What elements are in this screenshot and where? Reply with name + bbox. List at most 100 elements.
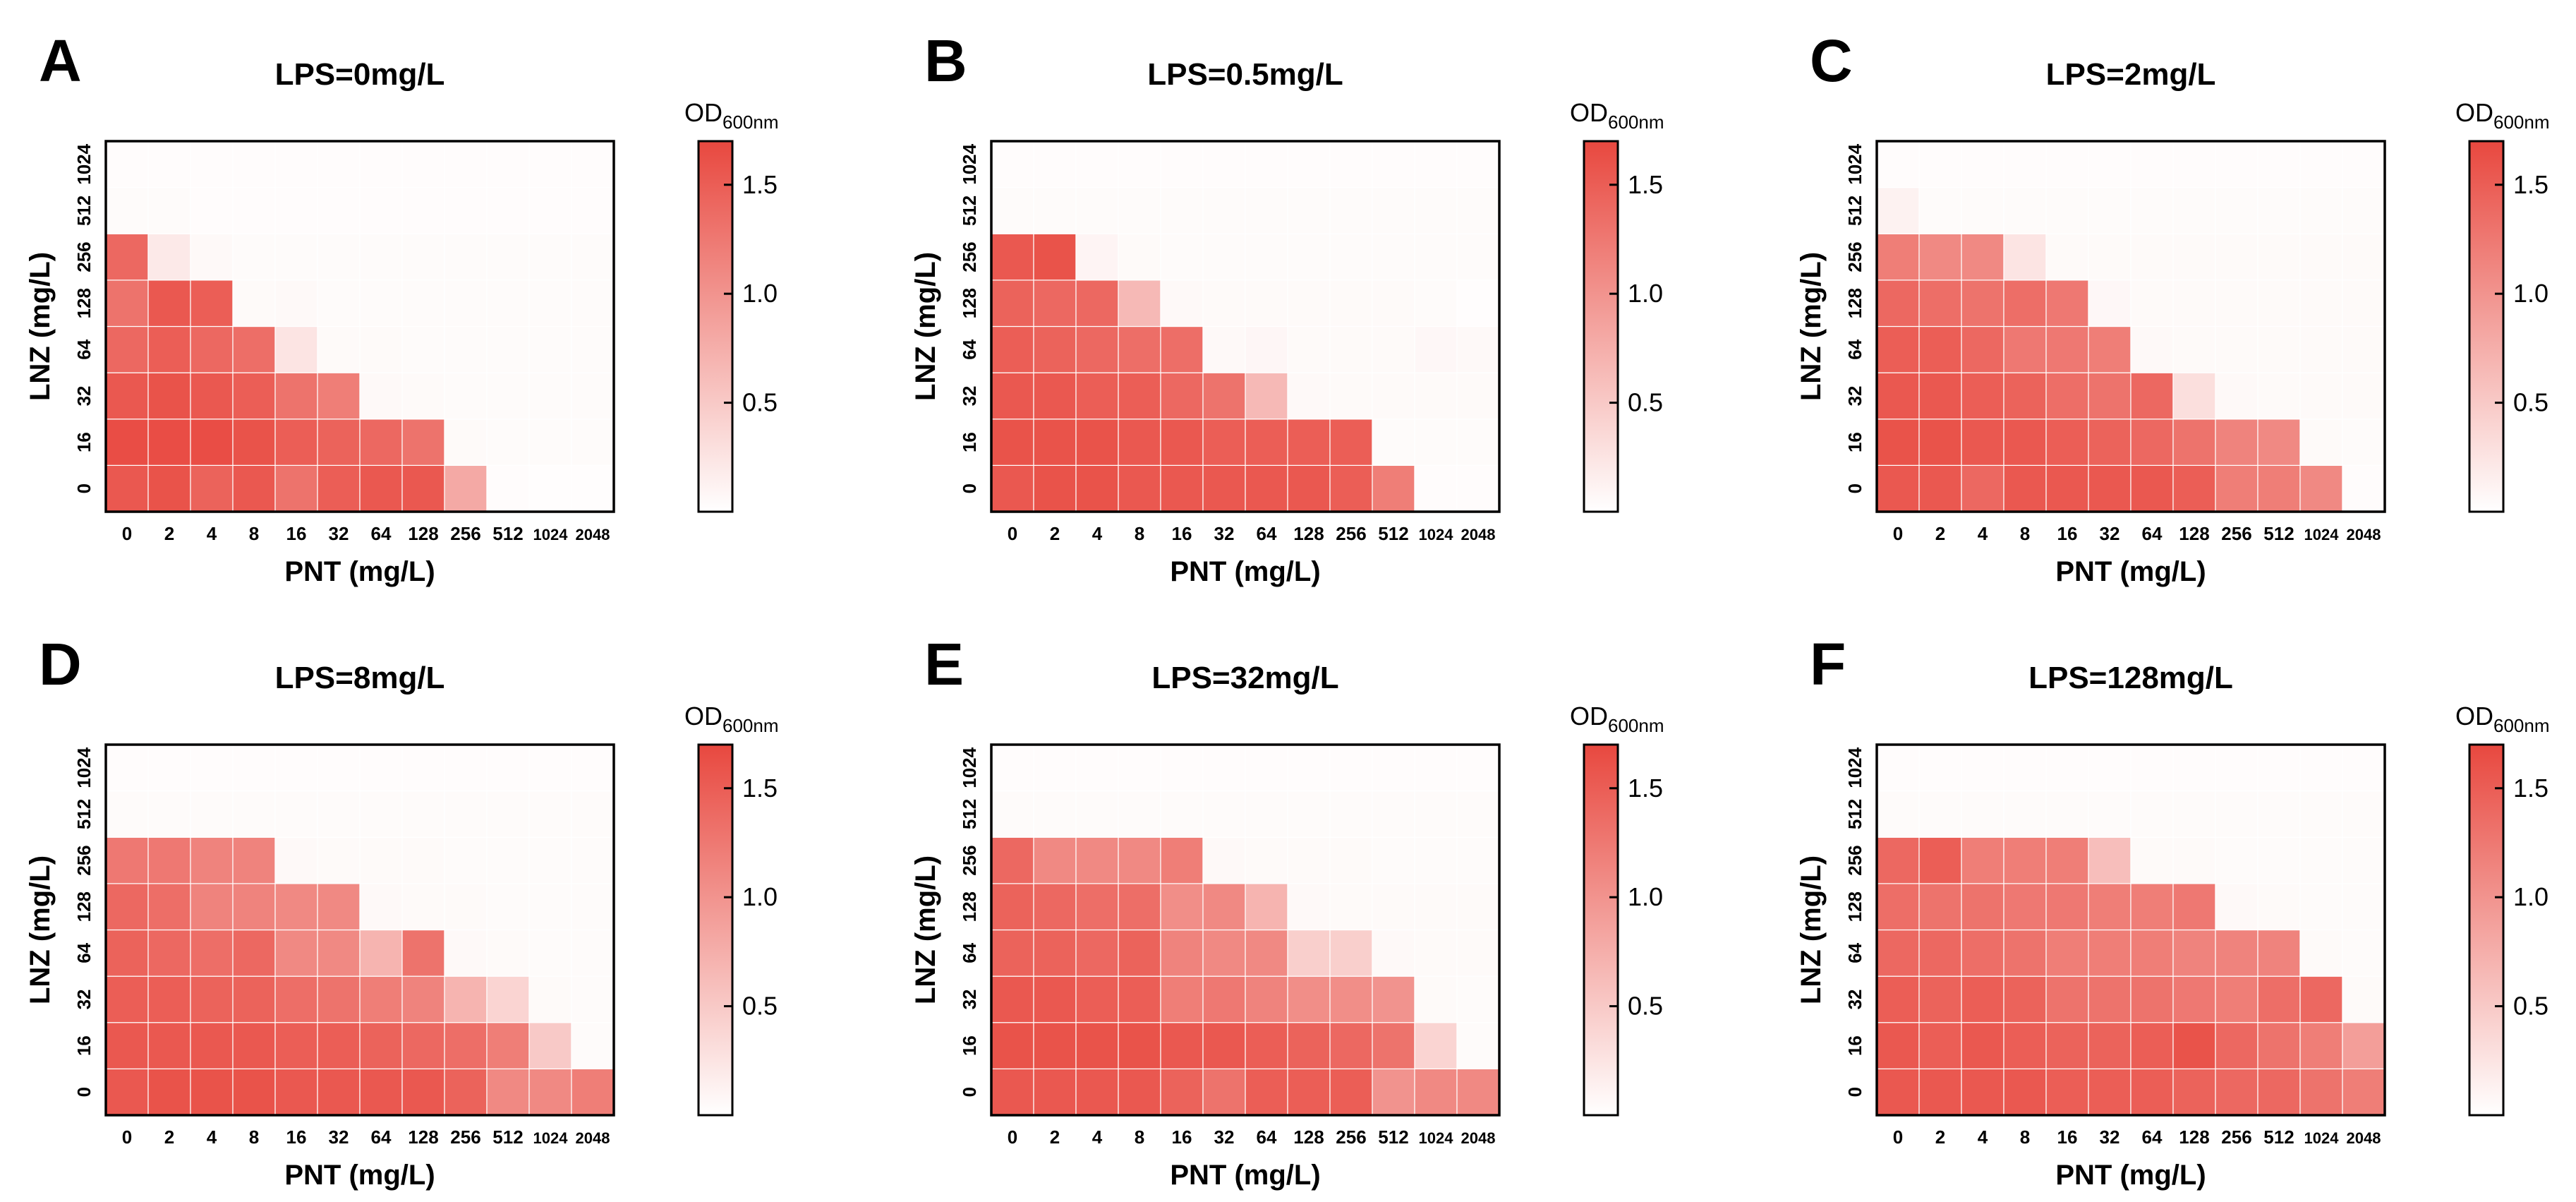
heatmap-cell (2045, 1068, 2089, 1116)
heatmap-cell (1329, 975, 1373, 1023)
heatmap-cell (1414, 419, 1458, 466)
heatmap-cell (2045, 233, 2089, 281)
heatmap-cell (1876, 791, 1920, 838)
heatmap-cell (1075, 929, 1119, 977)
y-tick-label: 0 (1844, 483, 1866, 493)
heatmap-cell (571, 883, 615, 931)
colorbar-tick-label: 0.5 (2513, 388, 2548, 417)
heatmap-cell (1075, 187, 1119, 234)
heatmap-cell (1918, 325, 1962, 373)
x-tick-label: 128 (1293, 523, 1324, 544)
heatmap-cell (1961, 419, 2004, 466)
heatmap-cell (1075, 325, 1119, 373)
heatmap-cell (1033, 1068, 1077, 1116)
heatmap-cell (1245, 280, 1288, 327)
heatmap-cell (1287, 372, 1331, 420)
heatmap-cell (2088, 464, 2131, 512)
heatmap-cell (1372, 140, 1415, 188)
heatmap-cell (1876, 372, 1920, 420)
heatmap-cell (2088, 372, 2131, 420)
heatmap-cell (105, 325, 149, 373)
heatmap-cell (1918, 464, 1962, 512)
heatmap-cell (528, 1068, 572, 1116)
x-tick-label: 4 (207, 523, 217, 544)
y-tick-label: 16 (73, 432, 95, 452)
heatmap-cell (2299, 187, 2343, 234)
heatmap-cell (2215, 140, 2258, 188)
heatmap-cell (232, 280, 276, 327)
panel-letter: E (924, 631, 964, 697)
x-tick-label: 8 (249, 523, 259, 544)
heatmap-cell (105, 140, 149, 188)
heatmap-cell (1075, 1022, 1119, 1069)
heatmap-cell (274, 325, 318, 373)
heatmap-cell (2172, 1068, 2216, 1116)
heatmap-cell (317, 1022, 361, 1069)
heatmap-cell (1961, 836, 2004, 884)
heatmap-cell (1372, 1022, 1415, 1069)
heatmap-cell (1456, 325, 1500, 373)
heatmap-cell (359, 1068, 403, 1116)
heatmap-cell (105, 464, 149, 512)
heatmap-cell (1075, 419, 1119, 466)
heatmap-cell (444, 140, 488, 188)
heatmap-cell (359, 140, 403, 188)
heatmap-cell (232, 975, 276, 1023)
heatmap-cell (2088, 929, 2131, 977)
heatmap-cell (1372, 187, 1415, 234)
heatmap-cell (1033, 975, 1077, 1023)
x-tick-label: 0 (122, 523, 132, 544)
y-tick-label: 1024 (959, 747, 980, 788)
heatmap-cell (274, 187, 318, 234)
heatmap-cell (486, 372, 530, 420)
y-tick-label: 128 (959, 288, 980, 318)
heatmap-cell (2088, 280, 2131, 327)
heatmap-cell (359, 929, 403, 977)
x-tick-label: 32 (1214, 523, 1235, 544)
heatmap-cell (190, 233, 234, 281)
y-tick-label: 512 (959, 196, 980, 226)
heatmap-cell (2299, 791, 2343, 838)
heatmap-cell (2299, 975, 2343, 1023)
heatmap-cell (1329, 419, 1373, 466)
heatmap-cell (1160, 1022, 1204, 1069)
heatmap-cell (1245, 372, 1288, 420)
heatmap-cell (1160, 325, 1204, 373)
heatmap-cell (2130, 975, 2174, 1023)
heatmap-cell (2257, 280, 2301, 327)
heatmap-cell (1961, 140, 2004, 188)
colorbar-title: OD600nm (684, 702, 779, 736)
heatmap-cell (2215, 975, 2258, 1023)
heatmap-cell (147, 464, 191, 512)
colorbar-tick-label: 1.5 (742, 170, 778, 199)
heatmap-cell (232, 883, 276, 931)
heatmap-cell (2003, 1068, 2047, 1116)
heatmap-cell (190, 140, 234, 188)
heatmap-cell (1961, 187, 2004, 234)
heatmap-cell (1287, 836, 1331, 884)
heatmap-cell (1245, 744, 1288, 792)
heatmap-cell (1118, 1068, 1161, 1116)
colorbar-tick-label: 1.5 (1628, 170, 1663, 199)
x-tick-label: 256 (450, 1126, 480, 1148)
x-tick-label: 32 (329, 523, 349, 544)
heatmap-cell (1456, 975, 1500, 1023)
heatmap-cell (2342, 325, 2385, 373)
heatmap-cell (1329, 929, 1373, 977)
x-tick-label: 8 (2020, 523, 2030, 544)
heatmap-cell (1118, 187, 1161, 234)
heatmap-cell (528, 929, 572, 977)
heatmap-cell (2088, 140, 2131, 188)
heatmap-cell (2130, 464, 2174, 512)
heatmap-cell (571, 929, 615, 977)
heatmap-cell (1287, 233, 1331, 281)
y-tick-label: 128 (73, 891, 95, 922)
colorbar: 0.5 1.0 1.5 OD600nm (684, 98, 779, 513)
heatmap-cell (147, 140, 191, 188)
plot-frame (1875, 743, 2386, 1117)
colorbar: 0.5 1.0 1.5 OD600nm (2455, 702, 2550, 1117)
y-tick-label: 512 (1844, 799, 1866, 829)
heatmap-cell (444, 883, 488, 931)
heatmap-panel-e: E LPS=32mg/L 0 2 4 8 16 32 64 128 256 512 1024 2048 0 1… (910, 631, 1664, 1191)
y-tick-label: 1024 (73, 747, 95, 788)
